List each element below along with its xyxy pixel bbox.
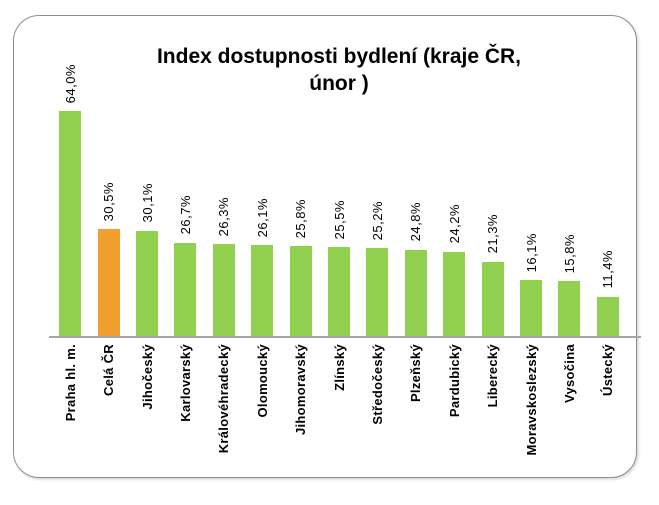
bar-column: 25,5% xyxy=(320,34,358,337)
category-cell: Celá ČR xyxy=(89,344,127,486)
bar xyxy=(596,296,619,337)
bar-column: 26,3% xyxy=(205,34,243,337)
category-cell: Jihomoravský xyxy=(281,344,319,486)
bar-value-label: 16,1% xyxy=(523,232,539,273)
category-label: Plzeňský xyxy=(408,344,424,403)
chart-title-line-1: Index dostupnosti bydlení (kraje ČR, xyxy=(156,45,522,68)
bar xyxy=(520,280,543,337)
bar-column: 26,7% xyxy=(166,34,204,337)
chart-title-line-2: únor ) xyxy=(309,72,369,95)
bar-column: 26,1% xyxy=(243,34,281,337)
bar-value-label: 26,3% xyxy=(216,196,232,237)
bar-column: 16,1% xyxy=(512,34,550,337)
bar xyxy=(558,281,581,337)
bar-column: 64,0% xyxy=(51,34,89,337)
category-cell: Jihočeský xyxy=(128,344,166,486)
category-label: Celá ČR xyxy=(101,344,117,396)
category-cell: Moravskoslezský xyxy=(512,344,550,486)
chart-frame: Index dostupnosti bydlení (kraje ČR, úno… xyxy=(13,15,641,478)
bar-value-label: 30,5% xyxy=(101,181,117,222)
bar xyxy=(366,248,389,337)
bar xyxy=(481,261,504,337)
bar xyxy=(136,230,159,337)
bar-value-label: 25,8% xyxy=(293,198,309,238)
bar-value-label: 24,2% xyxy=(446,204,462,244)
bar xyxy=(97,229,120,337)
bar-column: 30,5% xyxy=(89,34,127,337)
bar-column: 24,8% xyxy=(397,34,435,337)
bar xyxy=(174,242,197,337)
category-cell: Ústecký xyxy=(589,344,627,486)
bar-value-label: 11,4% xyxy=(600,250,616,289)
category-label: Pardubický xyxy=(446,344,462,418)
bar-value-label: 26,7% xyxy=(177,195,193,235)
bar xyxy=(289,245,312,337)
bar-value-label: 21,3% xyxy=(485,214,501,254)
bar-value-label: 25,5% xyxy=(331,199,347,239)
category-cell: Pardubický xyxy=(435,344,473,486)
category-label: Jihomoravský xyxy=(293,344,309,436)
bar-column: 24,2% xyxy=(435,34,473,337)
bar-value-label: 24,8% xyxy=(408,202,424,242)
bar-column: 15,8% xyxy=(550,34,588,337)
bar-column: 30,1% xyxy=(128,34,166,337)
chart-title: Index dostupnosti bydlení (kraje ČR, úno… xyxy=(27,43,651,97)
bar-value-label: 15,8% xyxy=(561,233,577,274)
bar-value-label: 30,1% xyxy=(139,183,155,223)
bar-column: 25,8% xyxy=(281,34,319,337)
bar xyxy=(404,249,427,337)
bar-value-label: 64,0% xyxy=(62,63,78,104)
bar-column: 21,3% xyxy=(473,34,511,337)
category-cell: Liberecký xyxy=(473,344,511,486)
bar-column: 25,2% xyxy=(358,34,396,337)
category-cell: Praha hl. m. xyxy=(51,344,89,486)
plot-area: 64,0% 30,5% 30,1% 26,7% 26,3% 26,1% 25,8% 25,5%… xyxy=(51,34,627,337)
category-cell: Středočeský xyxy=(358,344,396,486)
category-label: Liberecký xyxy=(485,344,501,408)
category-label: Praha hl. m. xyxy=(62,344,78,422)
category-label: Vysočina xyxy=(561,344,577,404)
category-cell: Vysočina xyxy=(550,344,588,486)
bar xyxy=(251,244,274,337)
category-label: Ústecký xyxy=(600,344,616,396)
bar xyxy=(59,111,82,337)
category-label: Olomoucký xyxy=(254,344,270,418)
category-cell: Karlovarský xyxy=(166,344,204,486)
category-axis: Praha hl. m. Celá ČR Jihočeský Karlovarský K… xyxy=(51,344,627,486)
x-axis-line xyxy=(49,336,641,338)
category-cell: Zlínský xyxy=(320,344,358,486)
category-cell: Královéhradecký xyxy=(205,344,243,486)
category-label: Středočeský xyxy=(369,344,385,425)
bar-column: 11,4% xyxy=(589,34,627,337)
bar xyxy=(328,247,351,337)
category-label: Moravskoslezský xyxy=(523,344,539,456)
bar-value-label: 25,2% xyxy=(369,200,385,240)
category-label: Královéhradecký xyxy=(216,344,232,454)
bar-value-label: 26,1% xyxy=(254,197,270,237)
bar xyxy=(443,251,466,337)
bar xyxy=(212,244,235,337)
category-label: Karlovarský xyxy=(177,344,193,422)
category-label: Zlínský xyxy=(331,344,347,391)
category-label: Jihočeský xyxy=(139,344,155,410)
category-cell: Olomoucký xyxy=(243,344,281,486)
category-cell: Plzeňský xyxy=(397,344,435,486)
